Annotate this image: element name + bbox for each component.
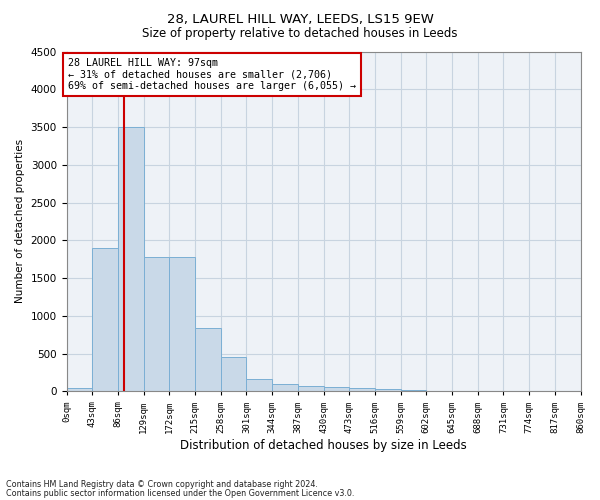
Text: Contains HM Land Registry data © Crown copyright and database right 2024.: Contains HM Land Registry data © Crown c… (6, 480, 318, 489)
X-axis label: Distribution of detached houses by size in Leeds: Distribution of detached houses by size … (180, 440, 467, 452)
Bar (169, 257, 195, 392)
Bar (272, 384, 298, 392)
Text: 28 LAUREL HILL WAY: 97sqm
← 31% of detached houses are smaller (2,706)
69% of se: 28 LAUREL HILL WAY: 97sqm ← 31% of detac… (68, 58, 356, 90)
Bar (298, 386, 323, 392)
Bar (323, 387, 349, 392)
Bar (118, 127, 143, 392)
Bar (143, 257, 169, 392)
Y-axis label: Number of detached properties: Number of detached properties (15, 140, 25, 304)
Bar (401, 390, 427, 392)
Bar (247, 379, 272, 392)
Text: Contains public sector information licensed under the Open Government Licence v3: Contains public sector information licen… (6, 490, 355, 498)
Bar (427, 390, 452, 392)
Text: Size of property relative to detached houses in Leeds: Size of property relative to detached ho… (142, 28, 458, 40)
Bar (221, 356, 247, 392)
Bar (92, 248, 118, 392)
Bar (349, 388, 375, 392)
Text: 28, LAUREL HILL WAY, LEEDS, LS15 9EW: 28, LAUREL HILL WAY, LEEDS, LS15 9EW (167, 12, 433, 26)
Bar (67, 388, 92, 392)
Bar (195, 328, 221, 392)
Bar (375, 389, 401, 392)
